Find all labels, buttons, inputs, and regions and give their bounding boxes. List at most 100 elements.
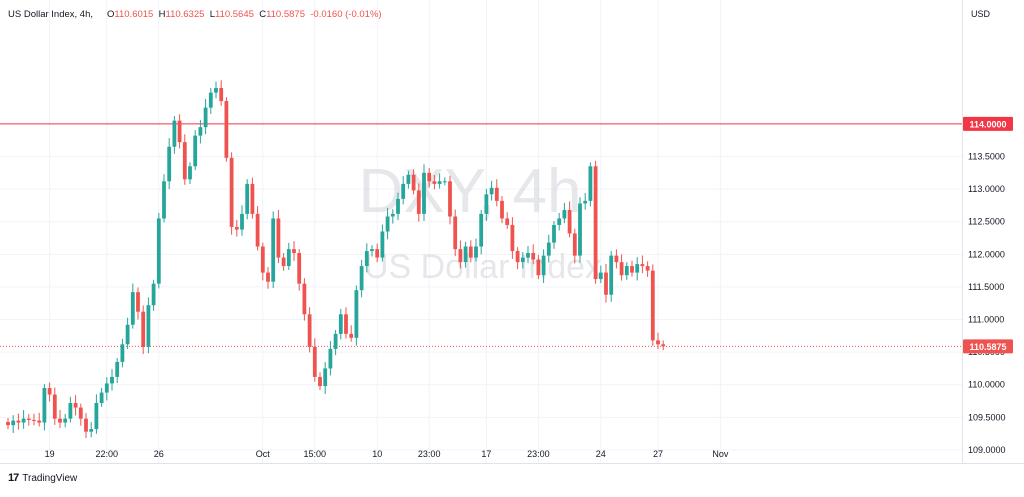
- watermark-ticker: DXY, 4h: [359, 157, 582, 226]
- candle-body: [198, 127, 203, 136]
- candle-body: [338, 314, 343, 334]
- price-tick-label: 111.5000: [968, 282, 1004, 292]
- candle-body: [448, 181, 452, 217]
- candle-body: [427, 172, 432, 182]
- candle-body: [302, 283, 307, 315]
- time-tick-label: Oct: [256, 449, 271, 459]
- candle-body: [177, 120, 182, 143]
- candle-body: [500, 200, 504, 219]
- candle-body: [250, 183, 255, 214]
- time-axis[interactable]: 19 22:00 26 Oct 15:00 10 23:00 17 23:00 24 27 Nov: [45, 449, 729, 459]
- price-axis[interactable]: 109.0000109.5000110.0000110.5000111.0000…: [963, 116, 1013, 455]
- watermark-name: US Dollar Index: [364, 248, 602, 286]
- candle-body: [219, 88, 224, 102]
- candle-body: [78, 407, 83, 419]
- tradingview-logo-icon: 17: [8, 472, 19, 484]
- candle-body: [307, 314, 312, 347]
- candle-body: [344, 314, 348, 334]
- candle-body: [318, 376, 322, 387]
- candle-body: [364, 251, 369, 267]
- price-tick-label: 109.0000: [968, 445, 1006, 455]
- candle-body: [151, 283, 156, 306]
- candle-body: [203, 107, 208, 128]
- time-tick-label: 17: [481, 449, 491, 459]
- candle-body: [110, 376, 114, 384]
- candle-body: [328, 348, 333, 369]
- candle-body: [624, 266, 629, 276]
- horizontal-line-layer[interactable]: [0, 123, 962, 347]
- candle-body: [73, 403, 78, 408]
- candle-body: [333, 333, 338, 349]
- candle-body: [255, 213, 260, 247]
- candle-body: [271, 218, 276, 282]
- candle-body: [432, 181, 437, 184]
- candle-body: [505, 218, 510, 225]
- candle-body: [375, 249, 380, 258]
- last-price-label: 110.5875: [969, 342, 1006, 352]
- candle-body: [541, 255, 546, 276]
- close-value: 110.5875: [266, 9, 305, 20]
- candle-body: [593, 166, 598, 280]
- candle-body: [58, 418, 62, 423]
- currency-label: USD: [971, 9, 991, 19]
- symbol-legend[interactable]: US Dollar Index, 4h, O110.6015 H110.6325 …: [8, 9, 382, 20]
- candle-body: [349, 333, 354, 338]
- price-tick-label: 109.5000: [968, 412, 1006, 422]
- candle-body: [390, 213, 395, 217]
- time-tick-label: 24: [596, 449, 606, 459]
- horizontal-line-price-label: 114.0000: [969, 119, 1006, 129]
- candle-body: [468, 246, 473, 258]
- candle-body: [47, 388, 52, 395]
- high-value: 110.6325: [165, 9, 205, 20]
- candle-body: [104, 383, 109, 393]
- candle-body: [229, 157, 234, 227]
- close-label: C: [259, 9, 267, 20]
- candle-body: [619, 262, 624, 276]
- candle-body: [442, 181, 447, 183]
- candle-body: [156, 218, 161, 284]
- candle-body: [479, 213, 484, 247]
- price-tick-label: 110.0000: [968, 380, 1005, 390]
- candle-body: [640, 264, 645, 267]
- candle-body: [89, 429, 94, 432]
- candle-body: [401, 183, 406, 199]
- candle-body: [297, 253, 302, 284]
- low-label: L: [209, 9, 215, 20]
- price-tick-label: 112.5000: [968, 217, 1005, 227]
- candle-body: [578, 203, 582, 256]
- price-tick-label: 113.5000: [968, 152, 1005, 162]
- time-tick-label: 27: [653, 449, 663, 459]
- candle-body: [494, 187, 499, 201]
- candle-body: [63, 418, 68, 423]
- change-value: -0.0160 (-0.01%): [310, 9, 382, 20]
- low-value: 110.5645: [214, 9, 254, 20]
- candle-body: [562, 209, 567, 219]
- time-tick-label: Nov: [712, 449, 729, 459]
- candle-body: [406, 174, 411, 184]
- candle-body: [68, 403, 73, 419]
- price-tick-label: 113.0000: [968, 184, 1005, 194]
- candle-body: [385, 216, 390, 232]
- candle-body: [635, 264, 640, 273]
- candle-body: [656, 340, 660, 345]
- candle-body: [567, 209, 572, 234]
- candle-body: [130, 292, 135, 325]
- candle-body: [276, 218, 281, 258]
- candle-body: [224, 101, 229, 158]
- candle-body: [489, 187, 494, 195]
- candle-body: [214, 88, 218, 93]
- candle-body: [266, 272, 270, 282]
- candle-body: [312, 346, 317, 377]
- symbol-title: US Dollar Index, 4h,: [8, 9, 94, 20]
- candle-body: [588, 166, 593, 201]
- time-tick-label: 23:00: [527, 449, 550, 459]
- candle-body: [286, 249, 291, 267]
- candle-body: [557, 218, 562, 225]
- candle-body: [604, 272, 608, 295]
- candle-body: [463, 246, 468, 263]
- candle-body: [94, 403, 99, 430]
- candle-body: [598, 272, 603, 280]
- tradingview-brand[interactable]: 17 TradingView: [8, 472, 77, 484]
